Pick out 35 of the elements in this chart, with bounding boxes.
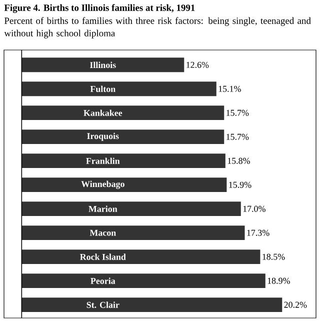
data-label: 15.1% xyxy=(218,86,241,92)
y-tick-label: Fulton xyxy=(90,86,116,92)
data-label: 12.6% xyxy=(186,62,209,68)
y-tick-label: Kankakee xyxy=(84,110,122,116)
data-label: 15.9% xyxy=(229,182,252,188)
y-tick-label: Macon xyxy=(90,230,116,236)
data-label: 15.8% xyxy=(228,158,250,164)
chart-subtitle: Percent of births to families with three risk factors: being single, teenaged and without high school diploma xyxy=(4,17,311,38)
bar xyxy=(22,130,224,144)
data-label: 18.9% xyxy=(268,278,290,284)
bar xyxy=(22,226,245,240)
data-label: 20.2% xyxy=(284,302,307,308)
bar xyxy=(22,274,266,288)
data-label: 15.7% xyxy=(226,134,249,140)
y-tick-label: Rock Island xyxy=(80,254,126,260)
bar xyxy=(22,202,241,216)
chart-title: Figure 4. Births to Illinois families at risk, 1991 xyxy=(4,4,195,13)
y-tick-label: Marion xyxy=(88,206,118,212)
bar xyxy=(22,58,184,72)
bar xyxy=(22,106,224,120)
data-label: 15.7% xyxy=(226,110,249,116)
y-tick-label: Franklin xyxy=(86,158,120,164)
y-tick-label: Iroquois xyxy=(87,132,119,141)
data-label: 17.0% xyxy=(243,206,266,212)
y-tick-label: Peoria xyxy=(90,278,116,284)
y-tick-label: Winnebago xyxy=(81,180,124,189)
bar xyxy=(22,154,226,168)
y-tick-label: St. Clair xyxy=(86,302,120,308)
data-label: 18.5% xyxy=(262,254,285,260)
bar xyxy=(22,250,260,264)
data-label: 17.3% xyxy=(247,230,270,236)
y-tick-label: Illinois xyxy=(90,62,116,68)
bar xyxy=(22,298,282,312)
bar xyxy=(22,178,227,192)
bar xyxy=(22,82,216,96)
